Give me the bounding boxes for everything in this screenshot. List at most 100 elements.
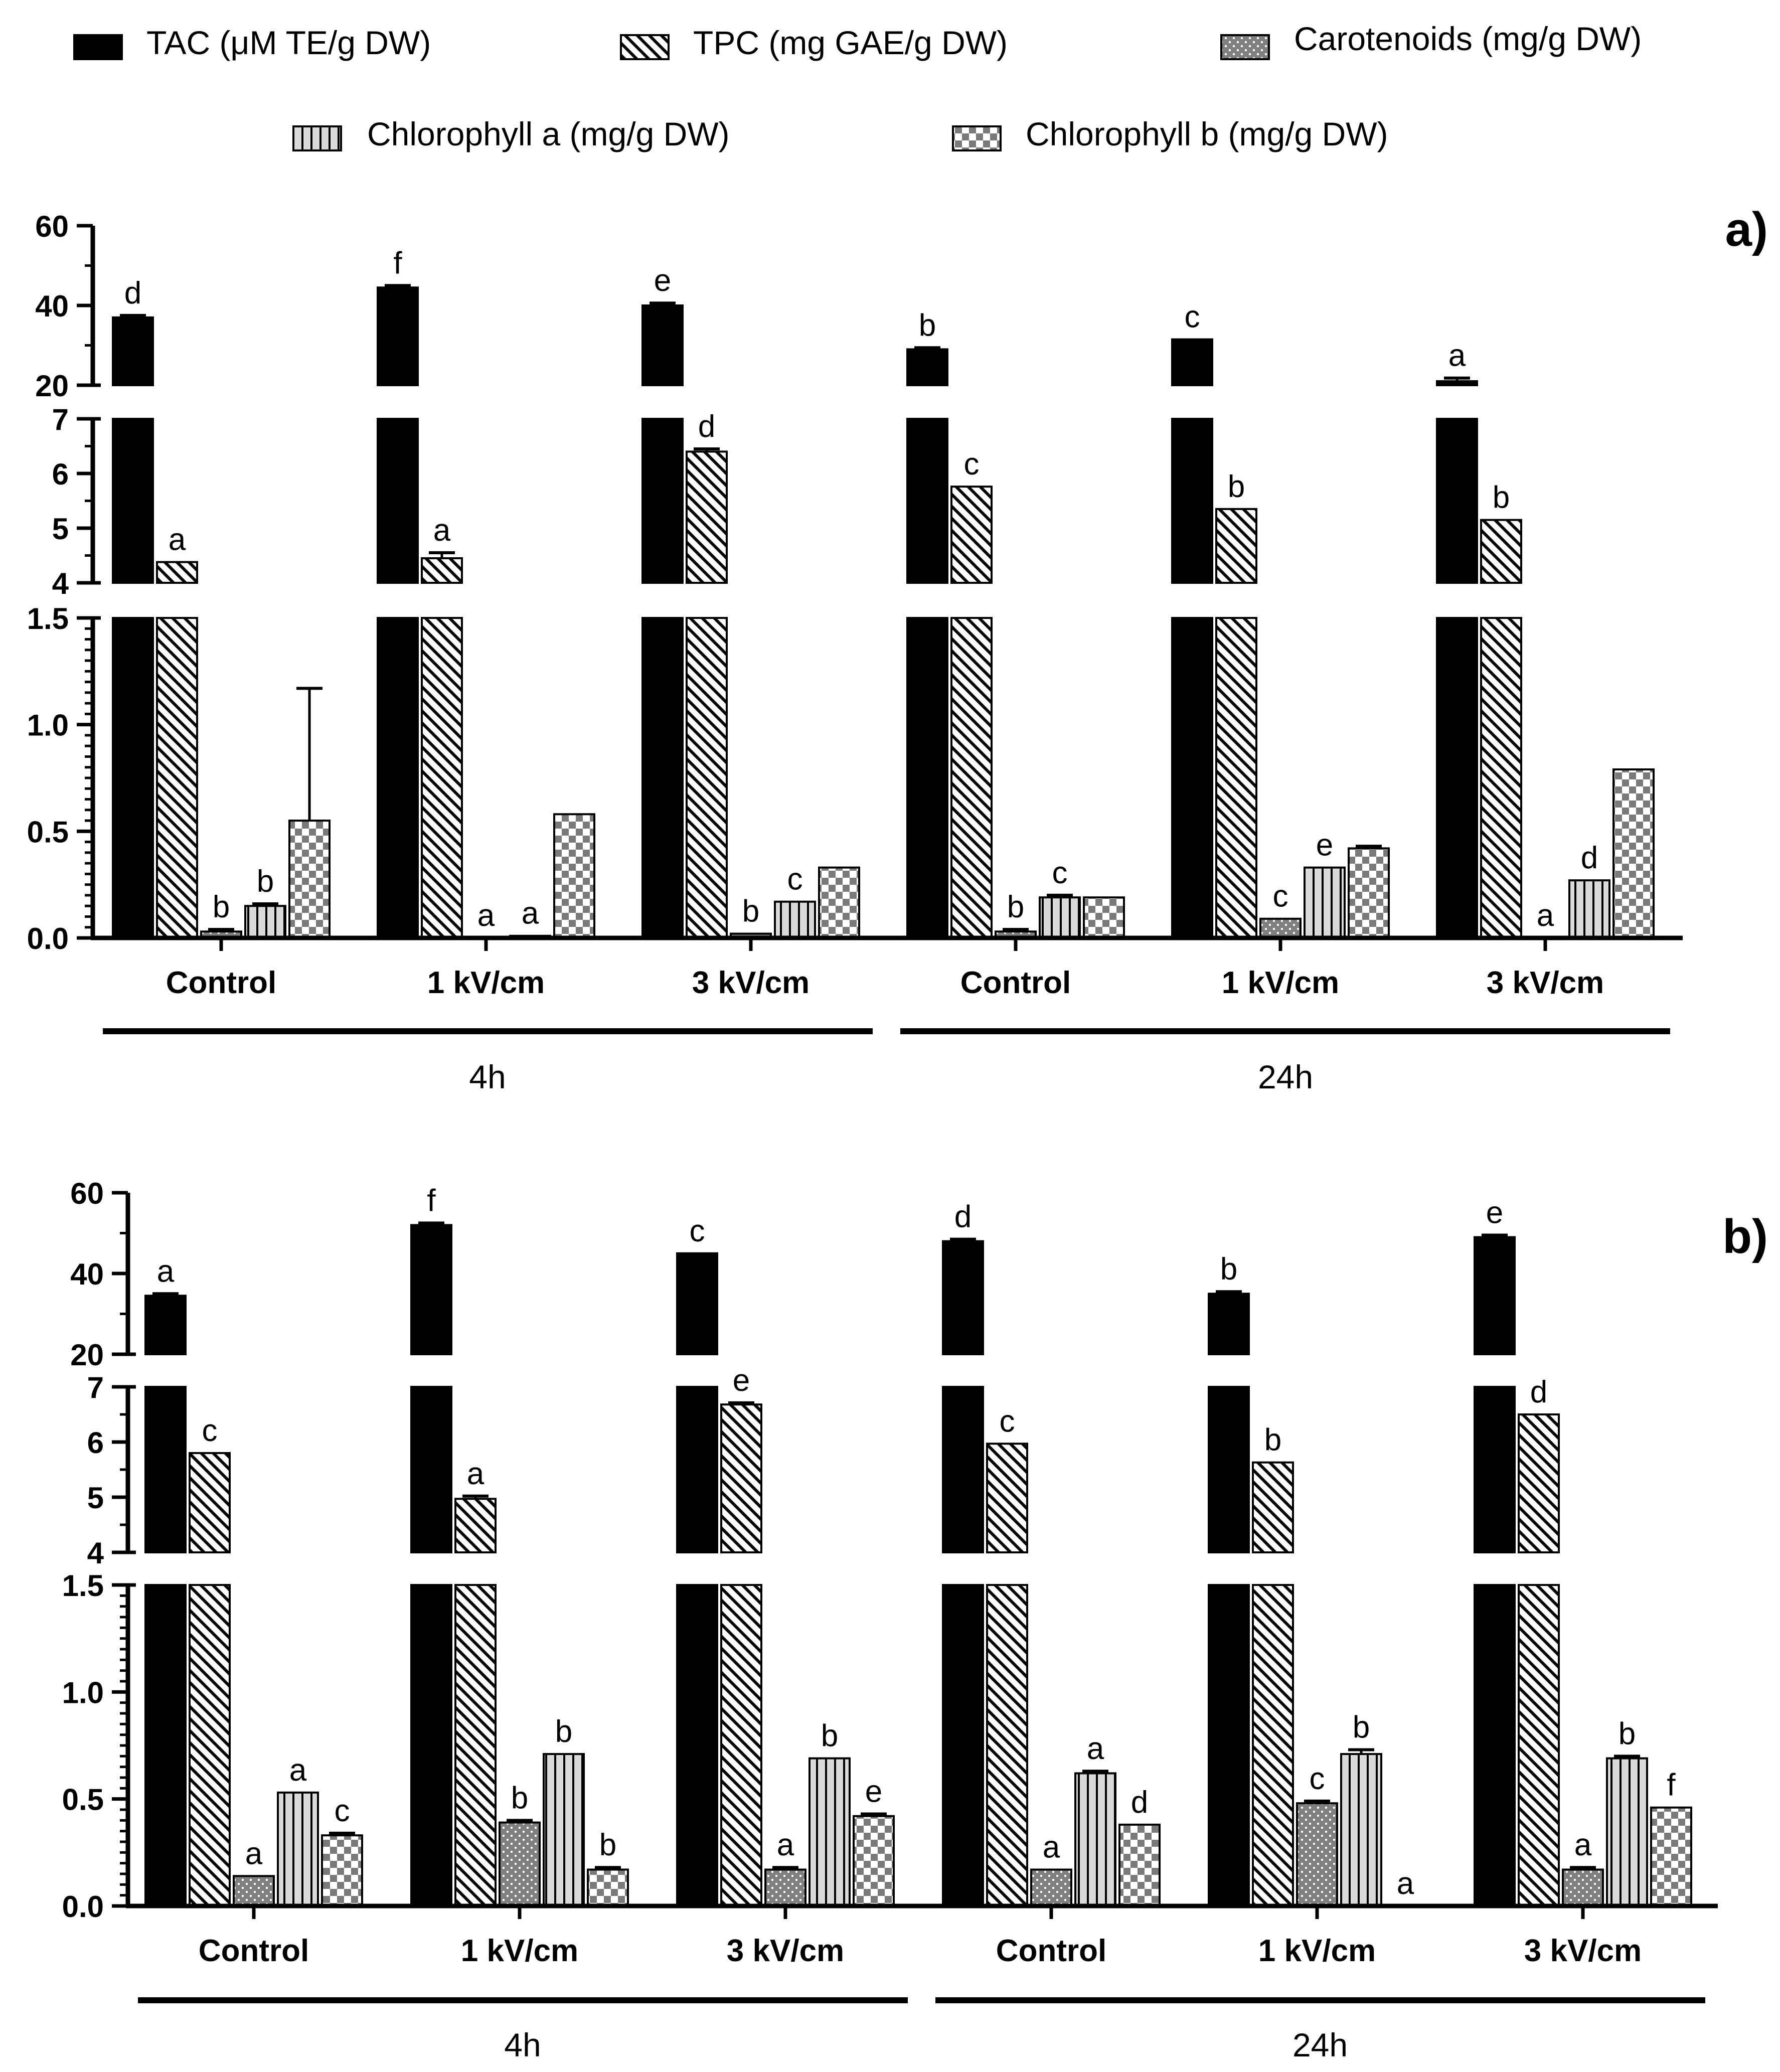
panel-label: b) [1722,1210,1768,1263]
significance-letter: a [1087,1731,1104,1766]
x-category-label: Control [199,1934,309,1968]
significance-letter: b [1228,469,1245,504]
x-category-label: 1 kV/cm [427,966,545,1000]
y-tick-label: 0.5 [62,1783,104,1817]
significance-letter: e [1486,1196,1503,1230]
bar-chb-cat6 [1612,768,1655,939]
bar-tpc-cat5 [1252,1461,1294,1553]
significance-letter: b [555,1714,572,1749]
significance-letter: a [1574,1828,1592,1862]
bar-car-cat4 [1030,1868,1072,1907]
significance-letter: d [954,1200,972,1234]
y-tick-label: 0.0 [27,922,69,955]
bar-tpc-cat5 [1215,508,1257,584]
bar-chb-cat2 [553,813,595,939]
significance-letter: a [289,1753,307,1788]
bar-tpc-cat1 [156,561,198,584]
bar-tac-cat6-low [1436,617,1478,939]
bar-tac-cat2-mid [377,418,419,584]
bar-tpc-cat4-low [950,617,993,939]
legend-label-tac: TAC (μM TE/g DW) [146,24,431,61]
legend-swatch-car [1220,34,1270,60]
significance-letter: a [1448,339,1466,373]
bar-tpc-cat4 [986,1443,1028,1554]
legend-swatch-cha [292,125,342,151]
group-label: 4h [469,1058,506,1095]
significance-letter: a [433,513,451,548]
bar-cha-cat5 [1304,866,1346,939]
bar-tpc-cat2-low [454,1584,497,1907]
bar-tpc-cat4 [950,486,993,584]
significance-letter: a [169,523,186,557]
bar-tac-cat1-low [112,617,154,939]
bar-car-cat6 [1562,1868,1604,1907]
bar-tpc-cat5-low [1215,617,1257,939]
bar-cha-cat3 [774,900,816,939]
bar-tac-cat5-low [1208,1584,1250,1907]
bar-tpc-cat3-low [686,617,728,939]
significance-letter: b [257,864,274,899]
bar-tac-cat3-mid [676,1386,718,1553]
significance-letter: b [1619,1716,1636,1751]
x-category-label: 3 kV/cm [727,1934,844,1968]
y-tick-label: 4 [87,1536,104,1570]
bar-tac-cat4 [942,1240,984,1356]
significance-letter: b [1264,1423,1281,1458]
significance-letter: b [821,1719,838,1754]
significance-letter: c [964,447,980,482]
significance-letter: b [919,308,936,343]
significance-letter: a [157,1254,175,1289]
bar-chb-cat5 [1348,847,1390,939]
significance-letter: b [213,890,230,924]
y-tick-label: 1.0 [62,1676,104,1709]
group-label: 24h [1258,1058,1313,1095]
significance-letter: c [690,1214,705,1248]
bar-car-cat1 [233,1875,275,1907]
significance-letter: a [1537,898,1554,933]
significance-letter: c [1052,856,1068,890]
bar-tac-cat3-low [641,617,684,939]
y-tick-label: 1.0 [27,709,69,742]
bar-tac-cat6-mid [1474,1386,1516,1553]
bar-tac-cat2 [377,286,419,386]
bar-tac-cat1 [144,1295,187,1355]
legend-label-chb: Chlorophyll b (mg/g DW) [1026,115,1388,152]
y-tick-label: 0.5 [27,815,69,849]
y-tick-label: 5 [52,512,69,546]
bar-cha-cat6 [1606,1757,1648,1907]
significance-letter: e [1316,828,1333,863]
x-category-label: 3 kV/cm [692,966,810,1000]
y-tick-label: 0.0 [62,1890,104,1924]
bar-car-cat5 [1259,917,1302,939]
significance-letter: a [1397,1866,1414,1901]
significance-letter: a [522,896,539,931]
bar-tac-cat3 [641,304,684,386]
bar-tac-cat2-low [377,617,419,939]
bar-tac-cat1-mid [144,1386,187,1553]
significance-letter: d [698,409,715,444]
bar-tac-cat4-mid [906,418,948,584]
bar-chb-cat4 [1118,1823,1161,1907]
significance-letter: d [1581,841,1598,875]
bar-tpc-cat1-low [189,1584,231,1907]
significance-letter: e [654,263,671,298]
bar-tac-cat5-mid [1171,418,1213,584]
bar-tac-cat6 [1436,380,1478,386]
significance-letter: a [1043,1830,1060,1864]
significance-letter: f [1667,1768,1676,1803]
legend-swatch-chb [952,125,1002,151]
y-tick-label: 7 [87,1371,104,1404]
significance-letter: c [787,862,803,897]
y-tick-label: 40 [70,1257,104,1291]
significance-letter: b [599,1828,616,1862]
y-tick-label: 6 [87,1426,104,1460]
bar-cha-cat1 [277,1791,319,1907]
significance-letter: c [1185,300,1200,335]
legend-swatch-tac [73,34,123,60]
legend: TAC (μM TE/g DW) TPC (mg GAE/g DW) Caroten… [73,20,1642,152]
y-tick-label: 60 [70,1177,104,1210]
bar-tpc-cat6-low [1480,617,1522,939]
y-tick-label: 5 [87,1481,104,1515]
